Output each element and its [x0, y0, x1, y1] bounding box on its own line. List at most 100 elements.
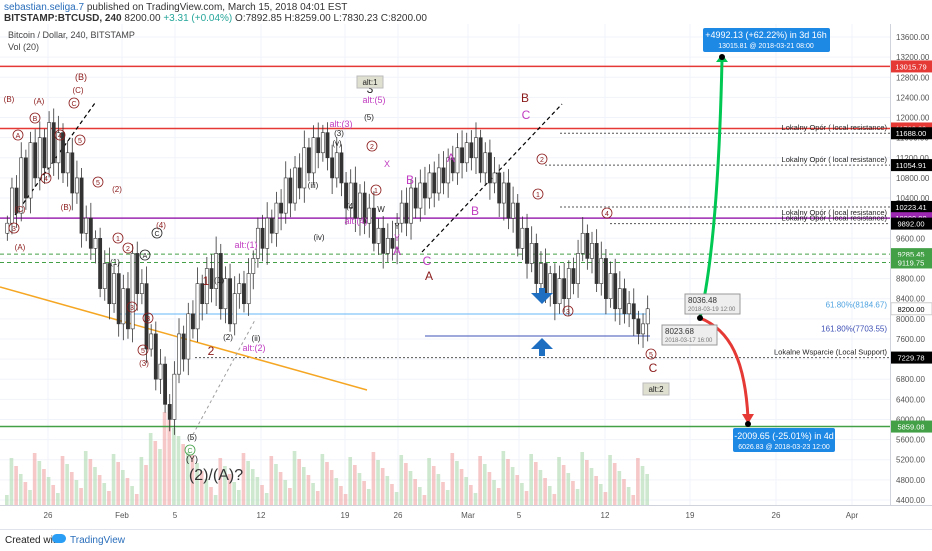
down-projection-box[interactable] [733, 428, 835, 452]
x-tick-label: 5 [517, 511, 522, 520]
volume-bar [134, 494, 139, 505]
candle-body [172, 373, 177, 420]
wave-circle-label: 1 [116, 236, 120, 243]
candle-body [75, 177, 79, 194]
wave-circle-label: 3 [566, 309, 570, 316]
wave-label: A [393, 244, 401, 258]
candle-body [191, 313, 195, 330]
volume-label: Vol (20) [8, 42, 39, 52]
resistance-label: Lokalny Opór ( local resistance) [782, 208, 888, 217]
volume-bar [315, 491, 320, 505]
chart-header: sebastian.seliga.7 published on TradingV… [0, 0, 932, 24]
ohlc-line: BITSTAMP:BTCUSD, 240 8200.00 +3.31 (+0.0… [4, 13, 427, 24]
candle-body [580, 232, 585, 254]
point-box-top[interactable] [684, 293, 741, 315]
candle-body [325, 132, 330, 159]
candle-body [316, 137, 321, 154]
candle-body [186, 313, 191, 360]
y-tick-label: 13200.00 [896, 53, 930, 62]
up-projection-box[interactable] [703, 28, 830, 52]
wave-label: alt:(5) [362, 95, 385, 105]
wave-circle [68, 97, 80, 109]
wave-circle [536, 153, 548, 165]
candle-body [603, 258, 608, 299]
volume-bar [264, 493, 269, 505]
x-tick-label: 19 [341, 511, 350, 520]
volume-bar [445, 490, 450, 505]
volume-bar [520, 483, 524, 505]
candle-body [167, 404, 172, 420]
price-tag-label: 7229.78 [897, 354, 924, 363]
volume-bar [636, 458, 640, 505]
volume-bar [510, 467, 515, 505]
author-link[interactable]: sebastian.seliga.7 [4, 2, 85, 13]
candle-body [348, 182, 353, 209]
y-tick-label: 13600.00 [896, 33, 930, 42]
chart-pane[interactable] [0, 24, 890, 505]
wave-circle [184, 444, 196, 456]
resistance-label: Lokalny Opór ( local resistance) [782, 214, 888, 223]
dashed-channel-right[interactable] [421, 103, 563, 253]
price-chart[interactable]: Lokalny Opór ( local resistance)Lokalny … [0, 24, 932, 529]
volume-bar [362, 481, 366, 505]
wave-circle [532, 188, 544, 200]
price-tag-label: 9119.75 [898, 258, 925, 267]
candle-body [599, 258, 604, 284]
down-arrowhead [742, 414, 754, 424]
wave-label: (B) [75, 72, 87, 82]
up-target-point [719, 54, 725, 60]
x-tick-label: 26 [44, 511, 53, 520]
volume-bar [380, 468, 385, 505]
candle-body [265, 217, 270, 249]
candle-body [297, 167, 302, 189]
volume-bar [241, 453, 246, 505]
candle-body [622, 288, 627, 315]
candle-body [413, 187, 418, 209]
volume-bar [213, 495, 218, 505]
candle-body [204, 268, 209, 305]
volume-bar [223, 466, 227, 505]
y-tick-label: 8800.00 [896, 275, 925, 284]
volume-bar [585, 460, 589, 505]
tradingview-brand[interactable]: TradingView [70, 535, 126, 546]
candle-body [209, 268, 214, 289]
volume-bar [390, 484, 394, 505]
wave-label: (1) [110, 258, 120, 267]
candle-body [608, 273, 613, 299]
wave-label: (iv) [313, 233, 324, 242]
candle-body [617, 288, 622, 310]
candle-body [302, 147, 307, 189]
candle-body [436, 167, 441, 194]
dashed-channel-left[interactable] [14, 102, 96, 216]
wave-label: (ii) [252, 334, 261, 343]
volume-bar [608, 455, 612, 505]
point-box-low[interactable] [661, 324, 718, 346]
volume-bar [88, 459, 93, 505]
candle-body [464, 142, 469, 164]
volume-bar [74, 480, 79, 505]
candle-body [177, 333, 181, 375]
down-projection-arrow[interactable] [699, 316, 750, 419]
candle-body [446, 157, 451, 184]
wave-label: alt:(3) [329, 119, 352, 129]
volume-bar [557, 457, 561, 505]
volume-bar [176, 436, 181, 505]
price-axis[interactable]: 13600.00 13200.00 12800.00 12400.00 12000.00… [890, 33, 932, 505]
volume-bar [404, 463, 408, 505]
volume-bar [339, 486, 343, 505]
wave-label: (B) [61, 203, 72, 212]
volume-bar [255, 477, 260, 505]
price-tag-label: 9892.00 [897, 220, 924, 229]
volume-bar [79, 488, 83, 505]
up-projection-arrow[interactable] [698, 59, 724, 319]
volume-bar [227, 474, 232, 505]
wave-label: (A) [34, 97, 45, 106]
candle-body [367, 207, 372, 224]
candle-body [534, 243, 539, 284]
last-price: 8200.00 [124, 13, 161, 24]
candle-body [51, 122, 56, 164]
candle-body [130, 253, 135, 330]
time-axis[interactable]: 26 Feb 5 12 19 26 Mar 5 12 19 26 Apr [44, 511, 859, 520]
wave-label: A [425, 269, 433, 283]
wave-label: (Y) [186, 454, 198, 464]
